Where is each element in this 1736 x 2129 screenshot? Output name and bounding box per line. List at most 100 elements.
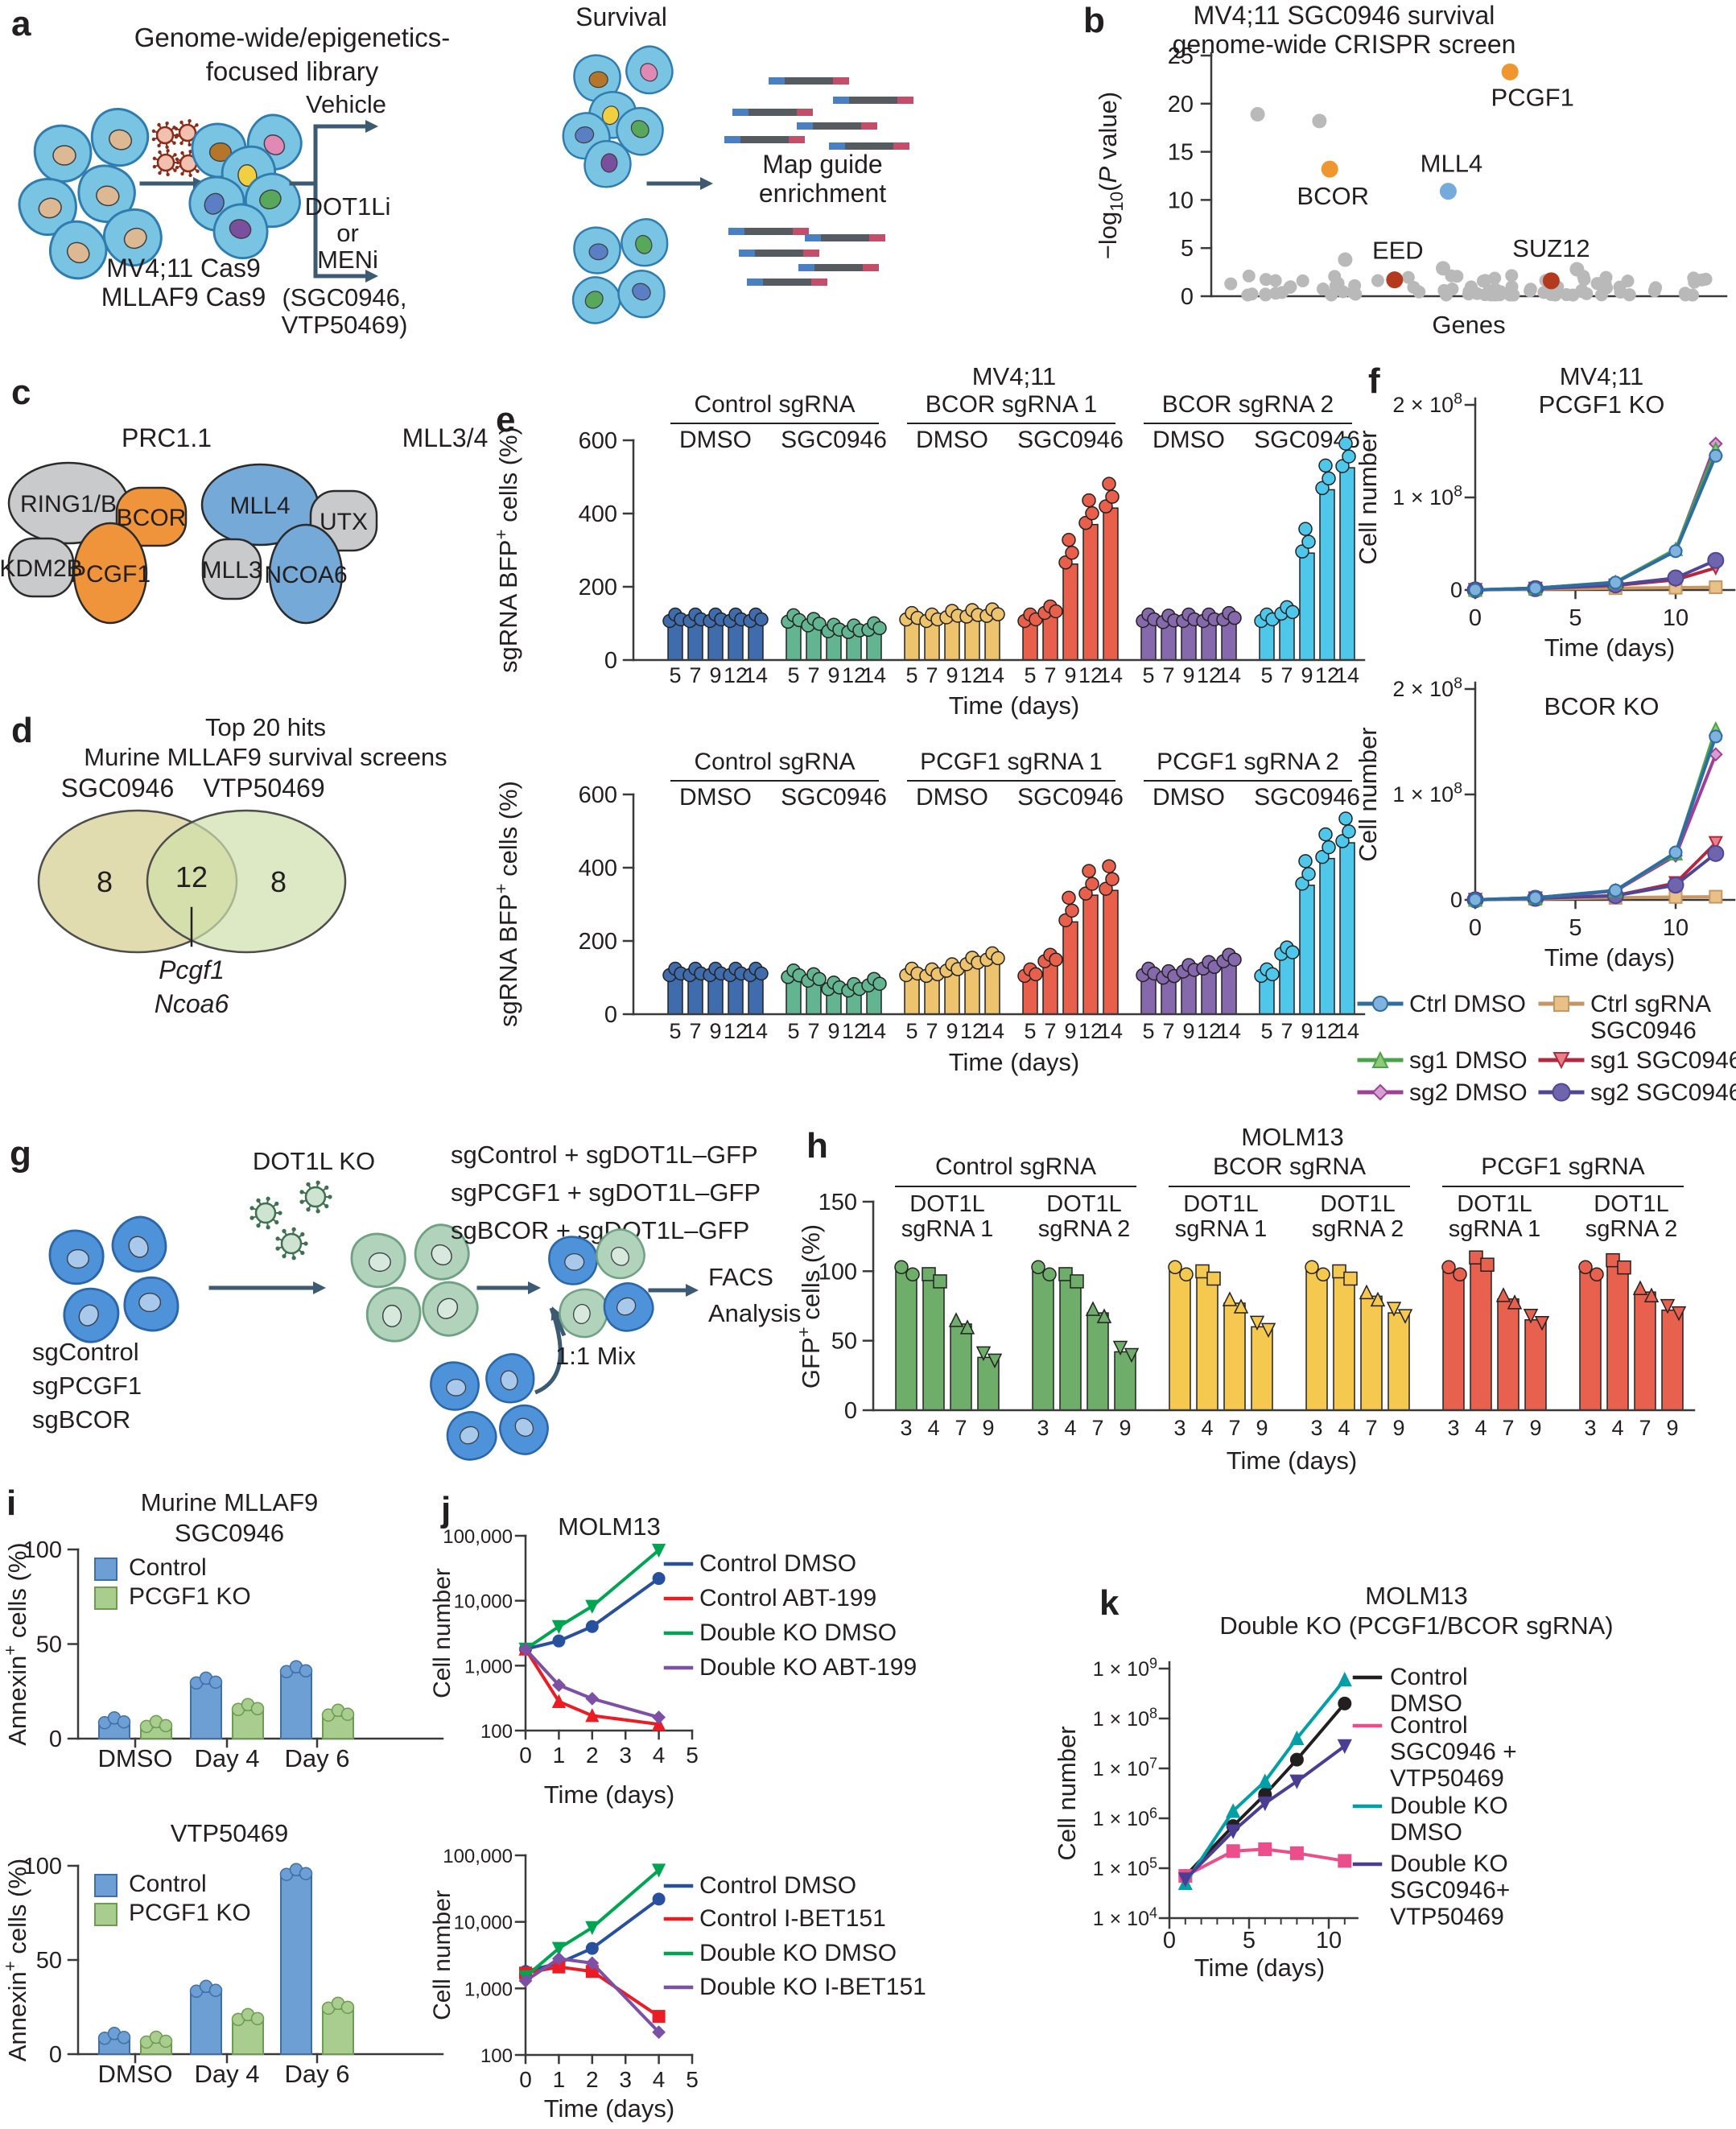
bar <box>1299 552 1315 661</box>
chart-title: PCGF1 KO <box>1539 390 1665 419</box>
bar <box>1140 976 1157 1015</box>
venn-title: Top 20 hits <box>205 713 326 741</box>
legend-label: Ctrl sgRNA <box>1590 991 1711 1017</box>
cell-icon <box>111 1215 167 1273</box>
group-title: BCOR sgRNA 1 <box>926 391 1097 418</box>
data-point <box>991 951 1005 966</box>
svg-text:9: 9 <box>1064 1019 1076 1043</box>
background-point <box>1507 288 1520 302</box>
panel-j-bottom-chart: 100 1,000 10,000 100,000 0 1 2 3 4 5 Cell number Ti… <box>429 1846 926 2123</box>
svg-text:12: 12 <box>724 663 748 687</box>
svg-text:1 × 109: 1 × 109 <box>1093 1656 1157 1681</box>
svg-text:4: 4 <box>653 2067 666 2092</box>
treatment-label: SGC0946 <box>1254 784 1360 811</box>
svg-text:0: 0 <box>49 2042 62 2068</box>
background-point <box>1537 286 1551 299</box>
svg-text:7: 7 <box>1228 1416 1240 1440</box>
library-title: focused library <box>206 56 379 86</box>
data-point <box>1062 890 1076 906</box>
data-point <box>1065 546 1079 560</box>
legend-label: sg1 DMSO <box>1409 1047 1528 1074</box>
svg-text:2: 2 <box>586 2067 599 2092</box>
cell-icon <box>573 226 621 274</box>
panel-i-label: i <box>6 1483 17 1523</box>
svg-text:3: 3 <box>619 1743 632 1768</box>
svg-text:7: 7 <box>1280 1019 1293 1043</box>
arrow-icon <box>550 1306 563 1321</box>
background-point <box>1371 274 1384 287</box>
background-point <box>1439 288 1453 302</box>
svg-text:5: 5 <box>1142 1019 1154 1043</box>
arrow-icon <box>528 1281 541 1294</box>
legend-label: Control <box>129 1871 207 1897</box>
svg-text:5: 5 <box>686 2067 699 2092</box>
bar <box>687 622 703 661</box>
sub-group-label: sgRNA 2 <box>1312 1216 1404 1242</box>
svg-text:0: 0 <box>49 1727 62 1752</box>
dna-fragment-icon <box>732 109 813 116</box>
legend-swatch <box>94 1903 118 1926</box>
svg-text:12: 12 <box>960 663 984 687</box>
panel-b-label: b <box>1083 1 1105 40</box>
bar <box>1223 1302 1246 1411</box>
x-axis-label: Time (days) <box>1194 1954 1325 1982</box>
cell-icon <box>548 1236 598 1285</box>
svg-text:25: 25 <box>1168 43 1194 69</box>
sg-label: sgControl <box>32 1338 139 1366</box>
group-title: PCGF1 sgRNA <box>1481 1153 1644 1180</box>
legend-label: Control <box>1390 1664 1468 1690</box>
dna-fragment-icon <box>769 77 849 85</box>
background-point <box>1259 288 1272 302</box>
survival-label: Survival <box>575 2 667 31</box>
virus-icon <box>299 1180 332 1214</box>
cell-icon <box>63 1287 120 1343</box>
svg-text:0: 0 <box>1469 605 1482 631</box>
nucleus-icon <box>500 1370 518 1391</box>
svg-text:0: 0 <box>844 1398 857 1424</box>
data-point <box>1295 877 1309 891</box>
svg-text:100: 100 <box>480 1721 513 1743</box>
y-axis-label: Cell number <box>429 1568 456 1698</box>
cell-icon <box>350 1232 406 1289</box>
y-axis-label: GFP+ cells (%) <box>794 1224 825 1388</box>
dna-fragment-icon <box>728 228 809 235</box>
subunit-label: NCOA6 <box>264 562 347 588</box>
cell-icon <box>18 178 77 236</box>
subunit-label: MLL4 <box>229 493 290 519</box>
panel-k-label: k <box>1099 1583 1120 1623</box>
nucleus-icon <box>436 1298 459 1319</box>
svg-text:5: 5 <box>905 663 917 687</box>
data-point <box>1335 459 1350 473</box>
background-point <box>1488 271 1502 285</box>
nucleus-icon <box>584 291 604 309</box>
data-point <box>1099 881 1113 896</box>
svg-text:4: 4 <box>1611 1416 1623 1440</box>
svg-text:4: 4 <box>1338 1416 1350 1440</box>
svg-text:Day 4: Day 4 <box>195 1744 260 1772</box>
background-point <box>1623 288 1636 302</box>
svg-text:150: 150 <box>819 1190 857 1215</box>
bar <box>806 627 822 661</box>
bar <box>1022 977 1038 1015</box>
series <box>524 1868 660 1978</box>
panel-a-label: a <box>11 4 31 43</box>
sub-group-label: DOT1L <box>1457 1191 1532 1217</box>
data-point <box>117 2031 131 2044</box>
background-point <box>1412 285 1426 299</box>
bar <box>1082 894 1099 1015</box>
bar <box>667 622 683 661</box>
sub-group-label: sgRNA 1 <box>901 1216 993 1242</box>
complex-title: MLL3/4 <box>402 423 489 452</box>
dna-fragment-icon <box>747 279 827 286</box>
background-point <box>1476 274 1490 288</box>
svg-text:12: 12 <box>1197 1019 1221 1043</box>
dna-fragment-icon <box>798 264 879 271</box>
bar <box>924 622 940 661</box>
background-point <box>1590 277 1604 291</box>
nucleus-icon <box>381 1304 402 1327</box>
facs-label: FACS <box>708 1263 773 1291</box>
nucleus-icon <box>96 185 120 207</box>
svg-text:5: 5 <box>1181 236 1194 262</box>
bar <box>1181 622 1197 661</box>
